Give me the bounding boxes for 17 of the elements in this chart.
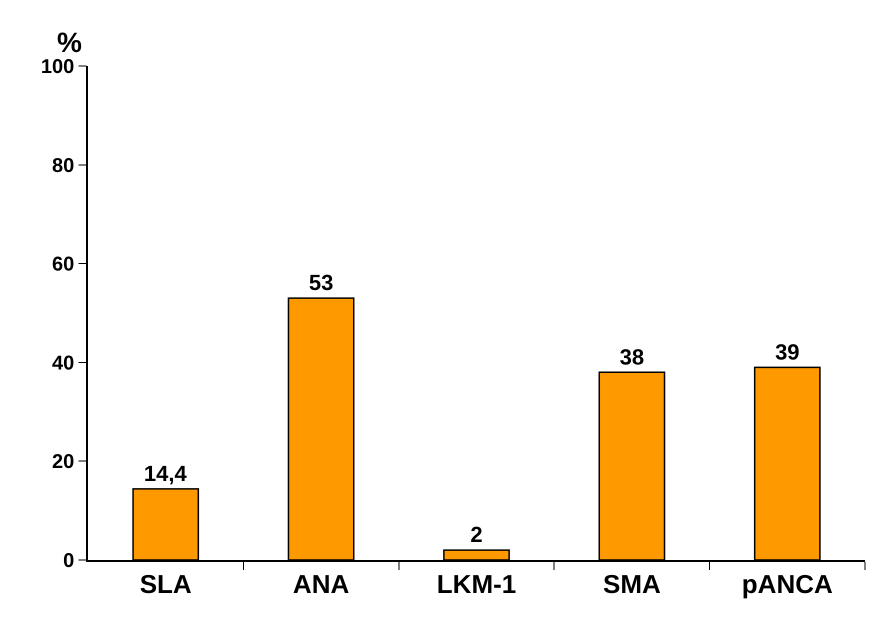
y-tick-label: 20: [52, 451, 74, 474]
y-axis-title: %: [57, 27, 82, 58]
x-tick-label: pANCA: [742, 568, 834, 599]
x-tick-label: ANA: [292, 568, 350, 599]
y-tick-label: 100: [40, 56, 74, 78]
x-tick-label: SMA: [603, 568, 662, 599]
y-tick-label: 40: [52, 352, 74, 374]
data-label: 14,4: [144, 460, 188, 486]
data-label: 38: [620, 344, 644, 370]
data-label: 53: [308, 270, 334, 296]
data-label: 39: [775, 339, 800, 364]
y-tick-label: 0: [63, 550, 74, 572]
x-tick-label: LKM-1: [436, 568, 516, 599]
y-tick-label: 80: [52, 154, 74, 177]
x-tick-label: SLA: [140, 568, 192, 599]
y-tick-label: 60: [52, 254, 74, 276]
data-label: 2: [470, 522, 483, 548]
